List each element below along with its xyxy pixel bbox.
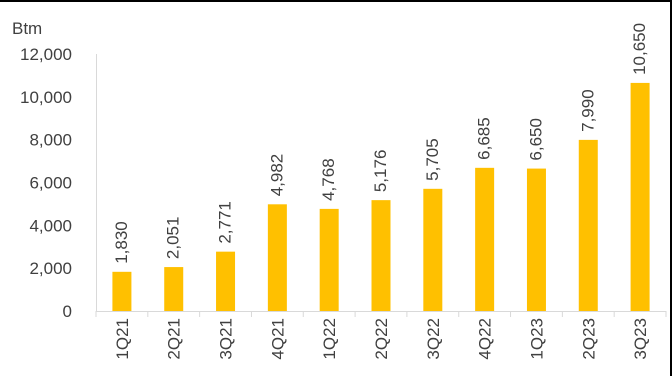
- y-axis-tick-labels: 0 2,000 4,000 6,000 8,000 10,000 12,000: [20, 45, 72, 321]
- x-tick-label: 2Q23: [579, 318, 598, 360]
- x-tick-label: 4Q22: [476, 318, 495, 360]
- x-axis: [95, 54, 667, 317]
- x-tick-label: 3Q22: [424, 318, 443, 360]
- bar: [423, 188, 443, 311]
- y-tick-label: 2,000: [29, 259, 72, 278]
- data-label: 2,771: [216, 201, 235, 244]
- data-label: 4,768: [319, 158, 338, 201]
- bar-series: [112, 82, 650, 311]
- bar: [267, 204, 287, 311]
- bar: [630, 82, 650, 311]
- y-tick-label: 10,000: [20, 88, 72, 107]
- x-tick-label: 2Q22: [372, 318, 391, 360]
- data-label: 6,685: [475, 117, 494, 160]
- x-tick-label: 1Q21: [113, 318, 132, 360]
- y-axis-unit-label: Btm: [12, 19, 42, 38]
- y-tick-label: 4,000: [29, 216, 72, 235]
- x-tick-label: 4Q21: [268, 318, 287, 360]
- bar: [578, 139, 598, 311]
- y-tick-label: 12,000: [20, 45, 72, 64]
- y-tick-label: 0: [63, 302, 72, 321]
- bar: [526, 168, 546, 311]
- x-tick-label: 3Q21: [217, 318, 236, 360]
- y-tick-label: 6,000: [29, 174, 72, 193]
- data-label: 10,650: [630, 23, 649, 75]
- data-label: 1,830: [112, 221, 131, 264]
- x-tick-label: 2Q21: [165, 318, 184, 360]
- y-tick-label: 8,000: [29, 131, 72, 150]
- data-label: 5,176: [371, 150, 390, 193]
- x-tick-label: 1Q23: [527, 318, 546, 360]
- x-axis-tick-labels: 1Q21 2Q21 3Q21 4Q21 1Q22 2Q22 3Q22 4Q22 1Q23 2Q23…: [113, 318, 650, 360]
- bar: [216, 251, 236, 311]
- bar: [475, 167, 495, 311]
- x-tick-label: 1Q22: [320, 318, 339, 360]
- data-label: 2,051: [164, 217, 183, 260]
- data-label: 6,650: [526, 118, 545, 161]
- data-label: 7,990: [578, 89, 597, 132]
- bar: [319, 208, 339, 311]
- bar: [164, 267, 184, 311]
- data-labels: 1,830 2,051 2,771 4,982 4,768 5,176 5,705 6,685…: [112, 23, 649, 264]
- bar: [371, 200, 391, 311]
- bar: [112, 271, 132, 311]
- data-label: 4,982: [267, 154, 286, 197]
- x-tick-label: 3Q23: [631, 318, 650, 360]
- data-label: 5,705: [423, 138, 442, 181]
